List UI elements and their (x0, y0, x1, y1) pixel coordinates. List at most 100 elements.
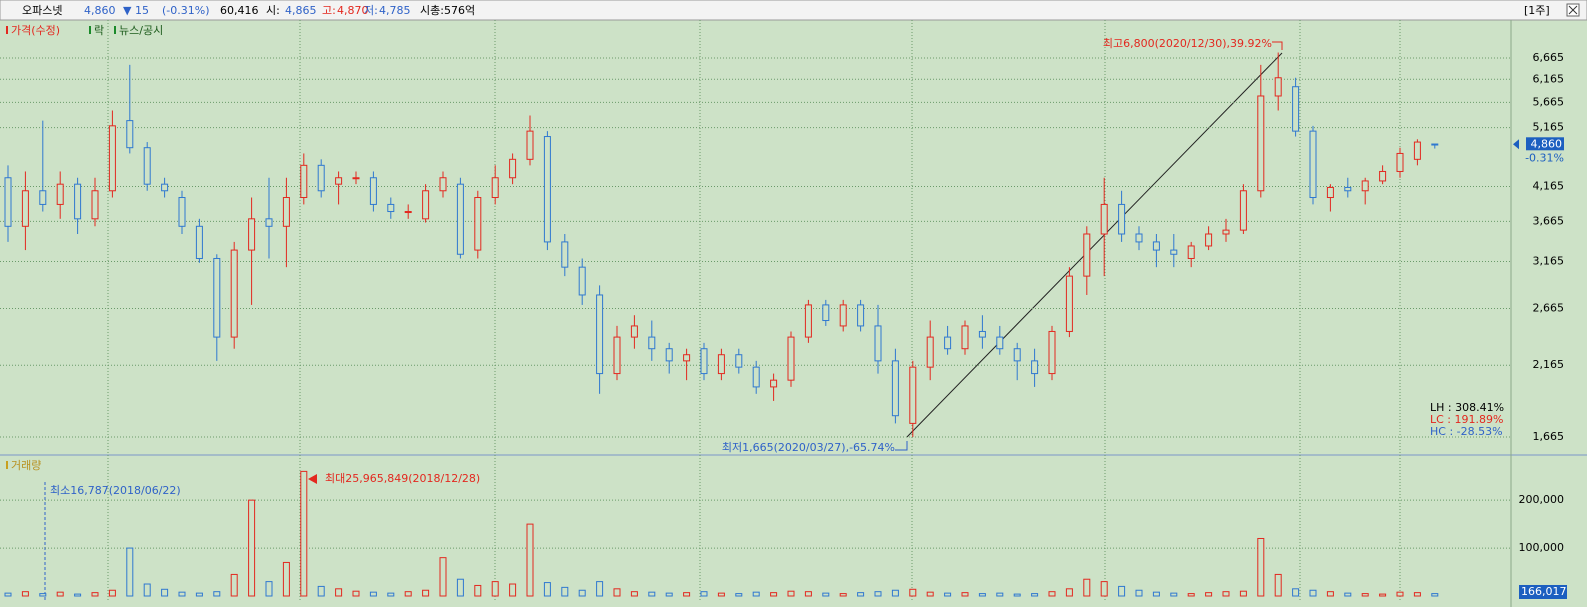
candle-body (161, 183, 169, 192)
candle-body (770, 379, 778, 388)
candle-body (996, 336, 1004, 350)
candle-body (1031, 360, 1039, 375)
candle-body (230, 249, 238, 338)
volume-bar (1396, 591, 1404, 597)
open: 4,865 (285, 4, 317, 17)
volume-bar (509, 583, 517, 597)
candle-body (56, 183, 64, 205)
volume-bar (1187, 593, 1195, 597)
candle-body (1048, 330, 1056, 375)
volume-bar (248, 499, 256, 597)
volume-bar (543, 582, 551, 597)
volume-bar (596, 581, 604, 597)
candle-body (1309, 130, 1317, 199)
last-volume-box (1519, 585, 1567, 599)
candle-body (1222, 229, 1230, 235)
volume-bar (978, 593, 986, 597)
volume-bar (1413, 592, 1421, 597)
volume-bar (1344, 592, 1352, 597)
candle-body (335, 177, 343, 185)
v-grid (107, 20, 1401, 600)
candle-body (369, 177, 377, 205)
volume-title: 거래량 (11, 459, 41, 472)
change-pct: (-0.31%) (162, 4, 210, 17)
high: 4,870 (337, 4, 369, 17)
candle-body (91, 190, 99, 220)
candle-body (4, 177, 12, 227)
volume-bar (1309, 589, 1317, 597)
volume-bar (857, 592, 865, 597)
y-tick-label: 2,165 (1533, 358, 1565, 371)
min-arrow (895, 441, 908, 451)
legend-item: 락 (94, 24, 104, 37)
volume-bar (561, 586, 569, 597)
candle-body (195, 225, 203, 259)
candle-body (74, 183, 82, 220)
candle-body (1396, 152, 1404, 172)
volume-bar (282, 561, 290, 597)
low: 4,785 (379, 4, 411, 17)
candle-body (21, 190, 29, 227)
candle-body (1274, 77, 1282, 97)
last-change-label: -0.31% (1525, 151, 1564, 164)
volume-bar (369, 591, 377, 597)
lc-stat: LC : 191.89% (1430, 413, 1503, 426)
volume-bar (944, 592, 952, 597)
candle-body (909, 366, 917, 424)
volume-bar (996, 592, 1004, 597)
candle-body (1292, 86, 1300, 132)
volume-bar (1170, 592, 1178, 597)
volume-bar (578, 589, 586, 597)
candle-body (961, 325, 969, 350)
candle-body (1431, 143, 1439, 146)
candle-body (1326, 186, 1334, 199)
volume-bar (717, 592, 725, 597)
candle-body (630, 325, 638, 338)
y-tick-label: 100,000 (1519, 541, 1565, 554)
candle-body (282, 197, 290, 227)
volume-bar (456, 578, 464, 597)
volume-bar (909, 588, 917, 597)
candle-body (543, 136, 551, 243)
volume-bar (491, 581, 499, 597)
candle-body (1413, 141, 1421, 160)
volume-bar (352, 590, 360, 597)
volume-bar (1326, 591, 1334, 597)
volume-bar (474, 584, 482, 597)
candle-body (1152, 241, 1160, 251)
volume-bar (143, 583, 151, 597)
volume-bar (387, 592, 395, 597)
close-icon (1568, 5, 1578, 15)
legend-marker (6, 26, 8, 34)
volume-bar (526, 523, 534, 597)
candle-body (891, 360, 899, 417)
candle-body (561, 241, 569, 268)
min-volume-annotation: 최소16,787(2018/06/22) (50, 484, 181, 497)
volume-bar (195, 592, 203, 597)
top-bar (0, 0, 1587, 21)
candle-body (439, 177, 447, 192)
period-button[interactable]: [1주] (1524, 4, 1550, 17)
volume-bar (1065, 588, 1073, 597)
candle-body (387, 203, 395, 213)
volume-bar (613, 588, 621, 597)
volume-bar (178, 591, 186, 597)
hc-stat: HC : -28.53% (1430, 425, 1503, 438)
candle-body (648, 336, 656, 350)
legend-marker (114, 26, 116, 34)
y-tick-label: 5,165 (1533, 121, 1565, 134)
volume-bar (1118, 585, 1126, 597)
candle-body (752, 366, 760, 388)
candle-body (39, 190, 47, 205)
volume-bar (1431, 593, 1439, 597)
candle-body (1239, 190, 1247, 231)
volume-bar (874, 591, 882, 597)
volume-bar (804, 591, 812, 597)
candle-body (491, 177, 499, 199)
last-price-box (1526, 137, 1564, 151)
candle-body (613, 336, 621, 375)
candle-body (1118, 203, 1126, 235)
volume-bar (1048, 591, 1056, 597)
volume-bar (300, 470, 308, 597)
